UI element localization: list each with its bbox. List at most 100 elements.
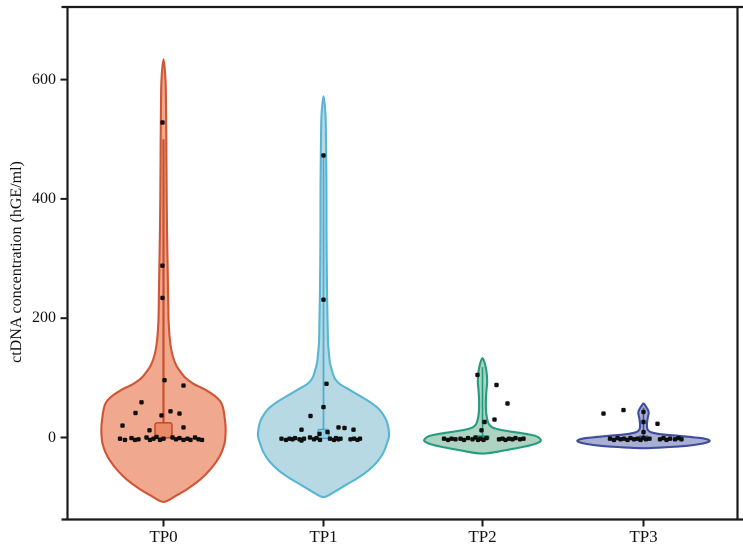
- axis-ticks: [60, 78, 645, 527]
- data-point: [162, 378, 167, 383]
- data-point: [479, 428, 484, 433]
- data-point: [458, 436, 463, 441]
- data-point: [132, 437, 138, 443]
- violin-tp0: [100, 58, 227, 503]
- data-point: [494, 382, 499, 388]
- data-point: [160, 263, 165, 268]
- data-point: [159, 413, 164, 418]
- data-point: [664, 437, 669, 443]
- data-point: [618, 437, 623, 442]
- data-point: [506, 436, 512, 441]
- data-point: [641, 409, 646, 415]
- data-point: [641, 419, 646, 425]
- data-point: [177, 411, 182, 416]
- y-tick-label-600: 600: [32, 70, 56, 88]
- x-category-label-tp3: TP3: [629, 527, 658, 546]
- data-point: [338, 436, 343, 441]
- data-point: [199, 437, 205, 443]
- data-point: [348, 437, 353, 442]
- data-point: [177, 435, 182, 441]
- data-point: [336, 425, 341, 430]
- data-point: [325, 429, 330, 435]
- data-point: [672, 437, 678, 442]
- data-point: [279, 436, 284, 441]
- data-point: [157, 437, 163, 443]
- data-point: [133, 410, 138, 416]
- axis-frame: [61, 5, 743, 521]
- data-point: [647, 436, 652, 441]
- data-point: [631, 437, 637, 442]
- data-point: [449, 436, 454, 441]
- data-point: [321, 153, 326, 158]
- data-point: [301, 436, 307, 441]
- scatter-tp3: [601, 407, 684, 443]
- data-point: [628, 435, 633, 441]
- data-point: [324, 381, 329, 386]
- data-point: [173, 437, 179, 442]
- data-point: [601, 411, 606, 416]
- data-point: [139, 400, 144, 405]
- data-point: [351, 436, 357, 441]
- data-point: [181, 437, 186, 443]
- data-point: [655, 421, 660, 426]
- data-point: [292, 435, 298, 441]
- y-tick-label-400: 400: [32, 189, 56, 207]
- data-point: [492, 417, 497, 422]
- data-point: [621, 407, 626, 413]
- data-point: [122, 437, 128, 443]
- data-point: [482, 419, 487, 425]
- data-point: [321, 404, 326, 410]
- x-category-label-tp1: TP1: [309, 527, 338, 546]
- data-point: [505, 401, 510, 406]
- x-category-label-tp2: TP2: [468, 527, 497, 546]
- data-point: [357, 436, 363, 441]
- data-point: [117, 436, 123, 441]
- data-point: [154, 434, 159, 440]
- data-point: [188, 437, 193, 443]
- data-point: [144, 435, 149, 440]
- data-point: [120, 423, 125, 428]
- data-point: [513, 435, 518, 441]
- data-point: [321, 297, 326, 302]
- data-point: [308, 413, 313, 419]
- data-point: [517, 437, 523, 442]
- data-point: [147, 428, 152, 433]
- data-point: [283, 437, 289, 443]
- data-point: [607, 436, 613, 441]
- data-point: [461, 437, 467, 443]
- x-category-label-tp0: TP0: [149, 527, 178, 546]
- data-point: [192, 435, 198, 440]
- data-point: [641, 429, 646, 435]
- data-point: [667, 436, 673, 441]
- y-tick-label-0: 0: [48, 428, 56, 446]
- data-point: [453, 437, 458, 442]
- data-point: [314, 435, 319, 441]
- data-point: [679, 437, 684, 442]
- data-point: [441, 436, 447, 441]
- data-point: [160, 120, 165, 125]
- data-point: [465, 435, 471, 441]
- scatter-tp1: [279, 153, 363, 443]
- data-point: [147, 437, 153, 443]
- data-point: [181, 383, 186, 388]
- data-point: [621, 436, 627, 441]
- data-point: [168, 409, 173, 414]
- data-point: [170, 435, 175, 440]
- data-point: [136, 437, 141, 442]
- data-point: [161, 436, 166, 441]
- data-point: [475, 372, 480, 378]
- data-point: [307, 435, 313, 440]
- data-point: [484, 435, 489, 441]
- data-point: [129, 435, 134, 441]
- data-point: [196, 437, 201, 442]
- data-point: [351, 427, 356, 432]
- data-point: [611, 437, 617, 443]
- y-tick-label-200: 200: [32, 309, 56, 327]
- data-point: [643, 437, 649, 442]
- data-point: [342, 425, 347, 431]
- data-point: [327, 436, 333, 441]
- data-point: [299, 427, 304, 432]
- data-point: [317, 437, 323, 443]
